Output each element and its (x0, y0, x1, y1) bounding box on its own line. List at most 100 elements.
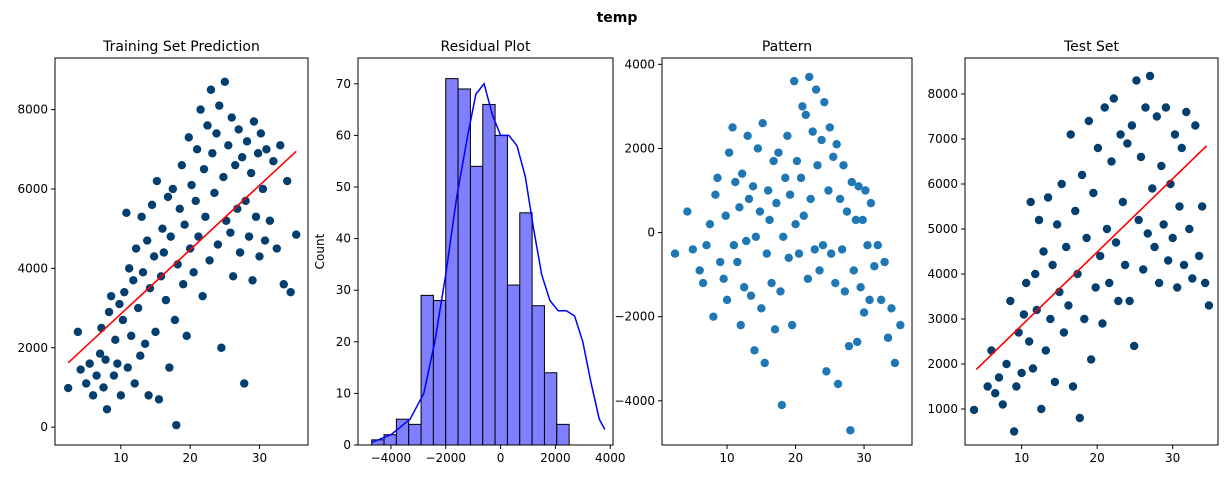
scatter-point (1093, 143, 1103, 153)
scatter-point (769, 156, 778, 166)
scatter-point (746, 291, 756, 300)
scatter-point (1129, 341, 1139, 351)
scatter-point (783, 131, 792, 141)
scatter-point (154, 395, 164, 404)
scatter-point (1017, 368, 1026, 378)
scatter-point (781, 173, 790, 183)
scatter-point (813, 161, 822, 170)
scatter-point (774, 148, 783, 157)
scatter-point (130, 379, 139, 388)
scatter-point (824, 186, 833, 195)
histogram-bar (408, 423, 422, 446)
scatter-point (969, 405, 979, 415)
y-axis-label: Count (313, 233, 327, 269)
scatter-point (217, 343, 226, 352)
scatter-point (1182, 107, 1191, 117)
scatter-point (1026, 197, 1035, 207)
y-tick-label: 20 (336, 335, 351, 349)
scatter-point (1150, 242, 1159, 252)
regression-line (67, 150, 297, 364)
scatter-point (137, 212, 146, 221)
scatter-point (279, 280, 288, 289)
scatter-point (994, 373, 1004, 382)
scatter-point (817, 135, 826, 145)
kde-curve (371, 82, 606, 444)
scatter-point (798, 102, 807, 111)
x-tick-label: 2000 (540, 451, 571, 465)
scatter-point (735, 203, 744, 212)
scatter-point (1136, 152, 1146, 162)
scatter-point (1071, 206, 1080, 216)
scatter-point (163, 192, 173, 202)
scatter-point (222, 216, 231, 225)
scatter-point (131, 244, 141, 253)
scatter-point (1006, 296, 1015, 306)
scatter-point (187, 180, 196, 190)
x-tick-label: 10 (1014, 451, 1029, 465)
scatter-point (758, 119, 767, 128)
scatter-point (158, 224, 167, 233)
y-tick-label: 8000 (927, 87, 958, 101)
scatter-point (1132, 76, 1141, 85)
scatter-point (115, 299, 124, 309)
scatter-point (880, 257, 889, 267)
y-tick-label: 6000 (17, 182, 48, 196)
scatter-point (1163, 256, 1173, 265)
scatter-point (104, 307, 114, 317)
scatter-point (844, 341, 854, 351)
scatter-point (246, 168, 256, 178)
scatter-point (219, 172, 228, 182)
residual-plot-axes: Residual Plot −4000 −2000 0 2000 4000 0 10 20 30 4… (313, 39, 626, 465)
scatter-point (1086, 355, 1096, 364)
y-tick-label: 60 (336, 128, 351, 142)
axes-frame (357, 57, 614, 446)
scatter-point (175, 204, 184, 214)
scatter-point (883, 333, 893, 342)
scatter-point (1109, 94, 1118, 103)
scatter-point (111, 335, 120, 345)
scatter-point (152, 176, 162, 186)
scatter-point (1039, 247, 1048, 256)
scatter-point (765, 215, 774, 225)
y-tick-label: 2000 (927, 357, 958, 371)
scatter-point (1143, 229, 1152, 238)
scatter-point (118, 315, 128, 325)
scatter-point (1168, 233, 1177, 243)
scatter-point (212, 129, 221, 138)
histogram-bar (543, 372, 558, 446)
scatter-point (839, 161, 848, 170)
scatter-point (801, 110, 811, 119)
scatter-point (835, 194, 845, 204)
scatter-point (248, 276, 257, 285)
scatter-point (833, 379, 843, 389)
scatter-point (177, 160, 187, 170)
scatter-point (983, 382, 992, 391)
scatter-point (1170, 130, 1180, 139)
scatter-point (1197, 202, 1207, 211)
scatter-point (147, 200, 157, 210)
scatter-point (750, 346, 759, 355)
scatter-point (149, 252, 159, 261)
y-tick-label: 3000 (927, 312, 958, 326)
scatter-point (88, 391, 98, 400)
x-tick-label: 30 (1165, 451, 1180, 465)
scatter-point (742, 236, 751, 246)
scatter-point (1107, 157, 1116, 166)
scatter-point (729, 240, 739, 250)
scatter-point (1031, 269, 1040, 279)
scatter-point (255, 252, 264, 261)
y-tick-label: 0 (343, 438, 351, 452)
histogram-bar (556, 423, 570, 446)
scatter-point (713, 173, 722, 183)
scatter-point (1173, 283, 1182, 292)
scatter-point (1064, 301, 1073, 310)
x-tick-label: 20 (1090, 451, 1105, 465)
scatter-point (123, 363, 132, 372)
scatter-point (194, 232, 203, 241)
scatter-point (85, 359, 94, 368)
y-tick-label: −4000 (614, 394, 655, 408)
scatter-point (1152, 112, 1162, 121)
scatter-point (1028, 364, 1038, 373)
scatter-point (256, 129, 266, 138)
y-tick-label: 70 (336, 77, 351, 91)
